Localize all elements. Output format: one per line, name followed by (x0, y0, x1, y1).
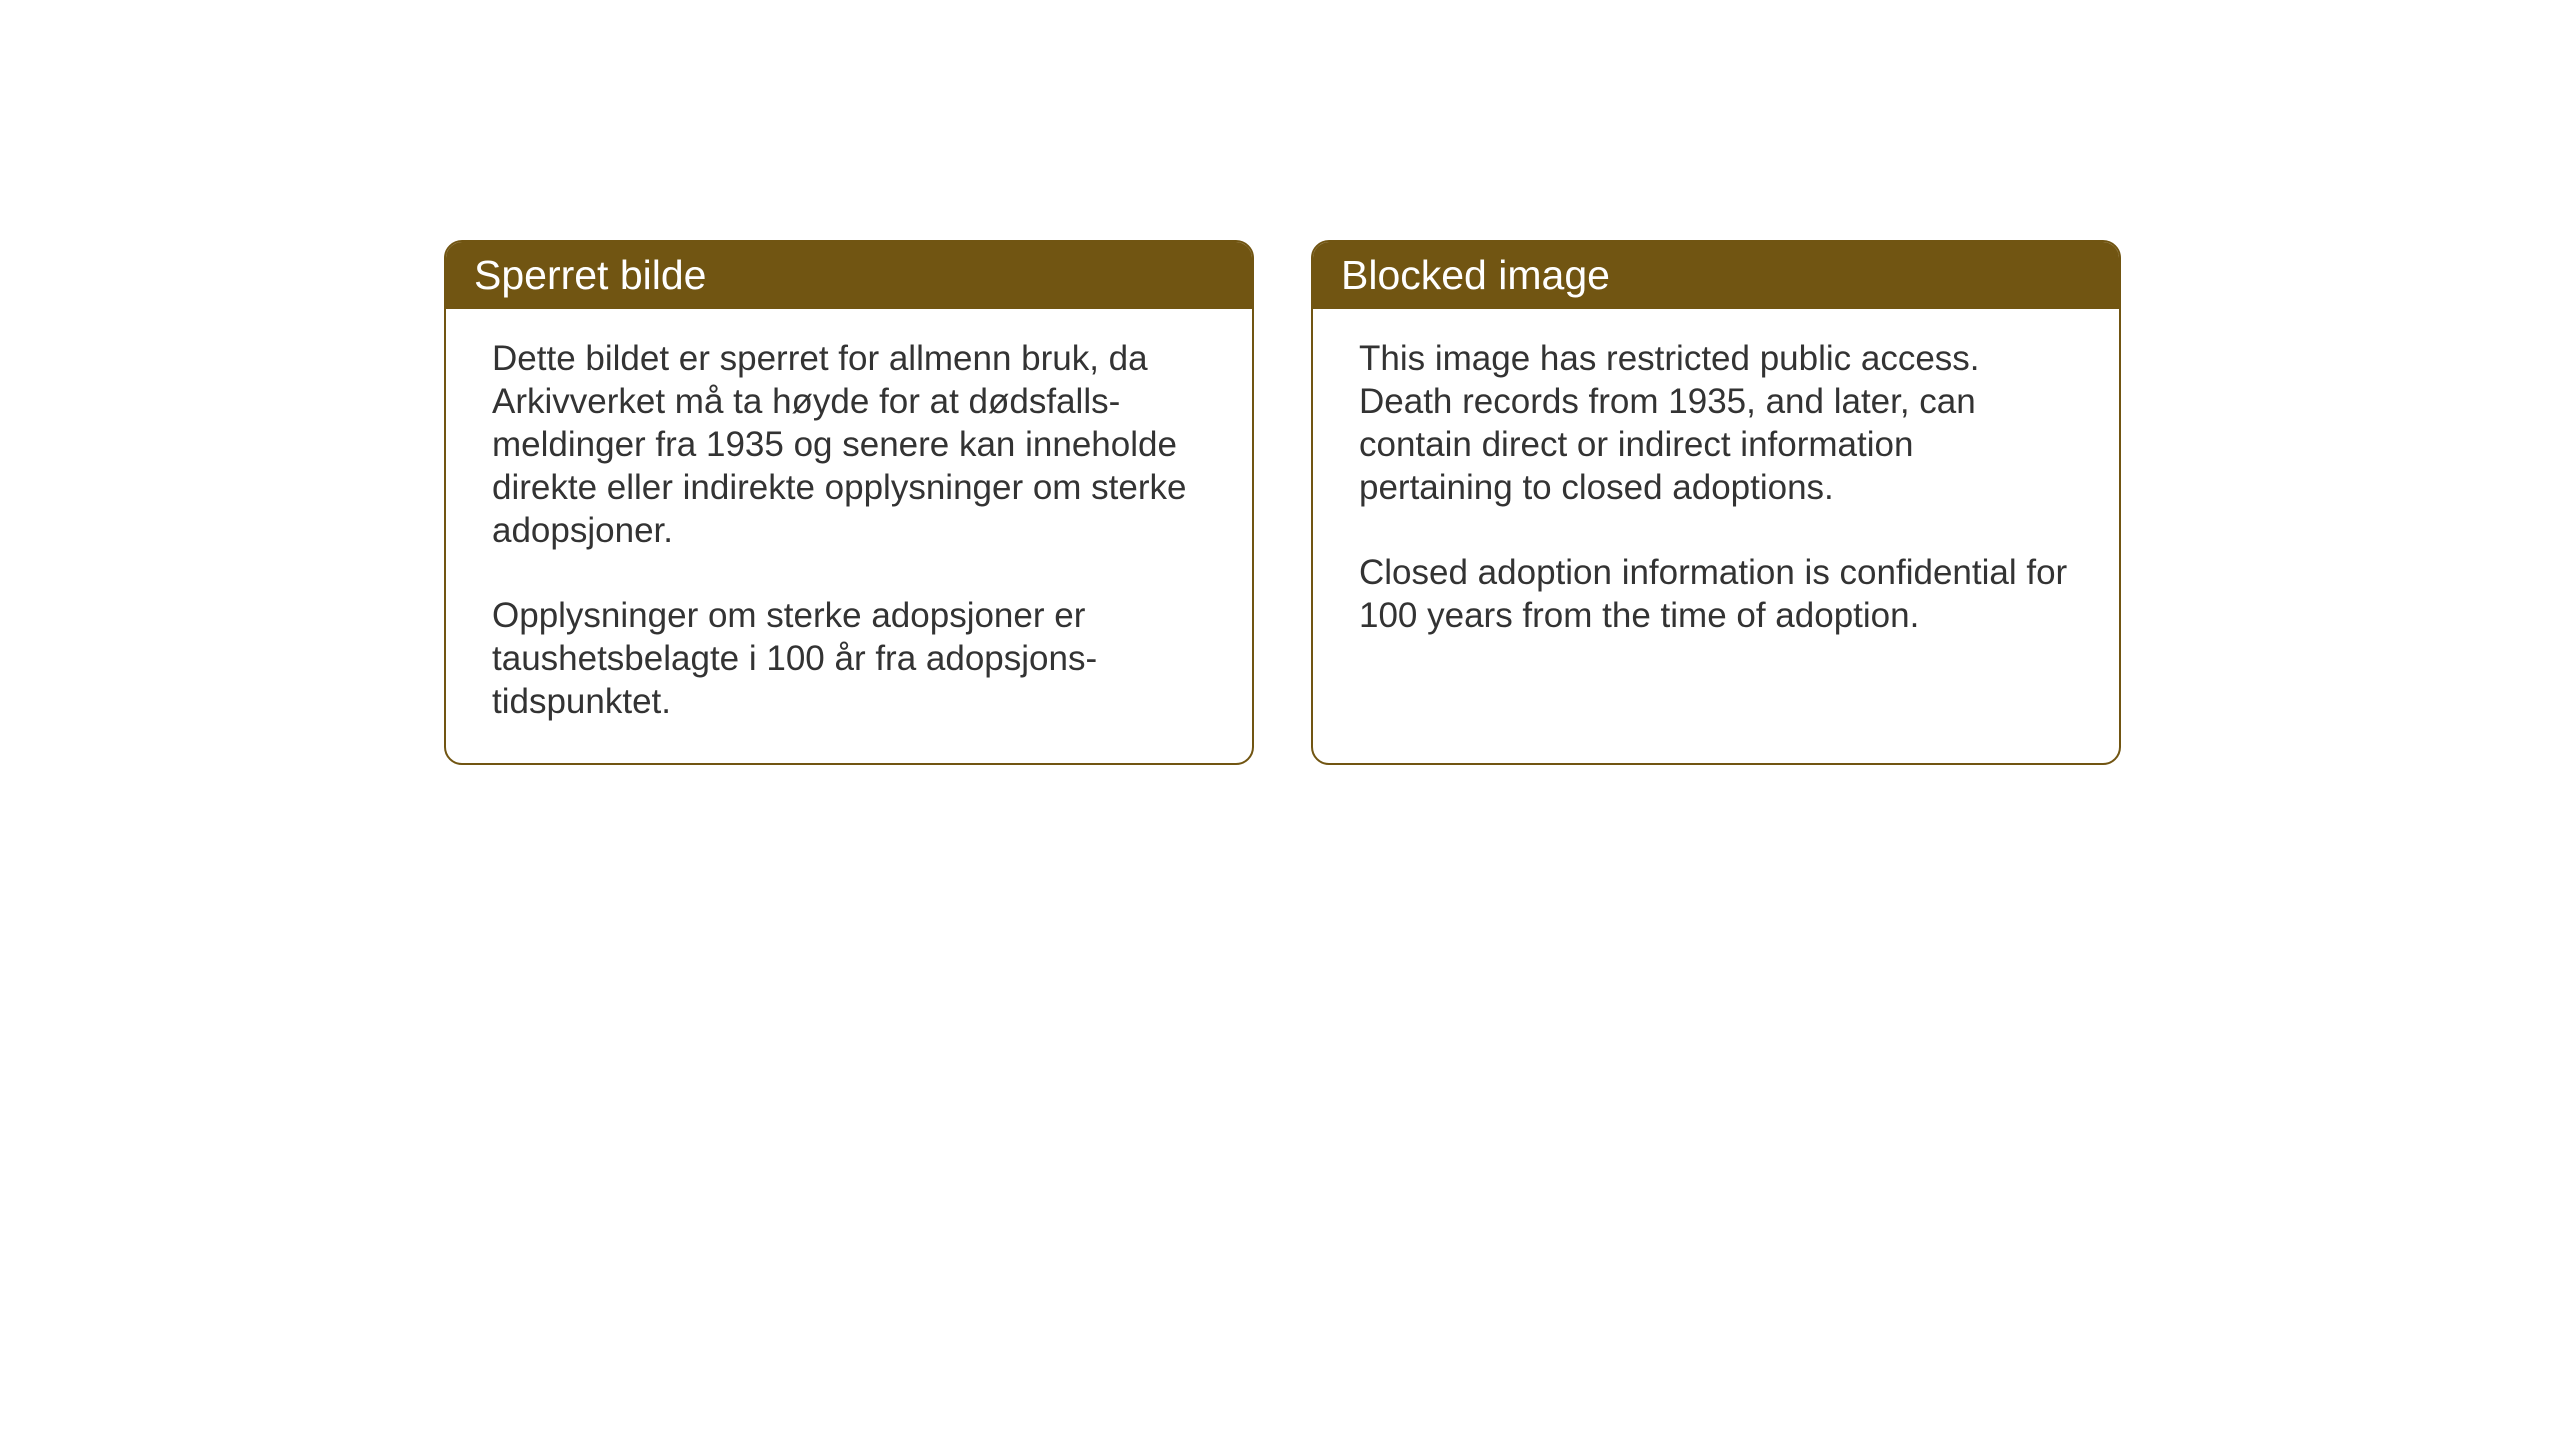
card-norwegian-paragraph-1: Dette bildet er sperret for allmenn bruk… (492, 337, 1206, 552)
card-english-paragraph-2: Closed adoption information is confident… (1359, 551, 2073, 637)
card-norwegian: Sperret bilde Dette bildet er sperret fo… (444, 240, 1254, 765)
card-norwegian-header: Sperret bilde (446, 242, 1252, 309)
card-english-header: Blocked image (1313, 242, 2119, 309)
card-english-paragraph-1: This image has restricted public access.… (1359, 337, 2073, 509)
card-english-body: This image has restricted public access.… (1313, 309, 2119, 754)
card-norwegian-body: Dette bildet er sperret for allmenn bruk… (446, 309, 1252, 763)
card-norwegian-title: Sperret bilde (474, 252, 706, 298)
cards-container: Sperret bilde Dette bildet er sperret fo… (444, 240, 2121, 765)
card-english: Blocked image This image has restricted … (1311, 240, 2121, 765)
card-norwegian-paragraph-2: Opplysninger om sterke adopsjoner er tau… (492, 594, 1206, 723)
card-english-title: Blocked image (1341, 252, 1610, 298)
